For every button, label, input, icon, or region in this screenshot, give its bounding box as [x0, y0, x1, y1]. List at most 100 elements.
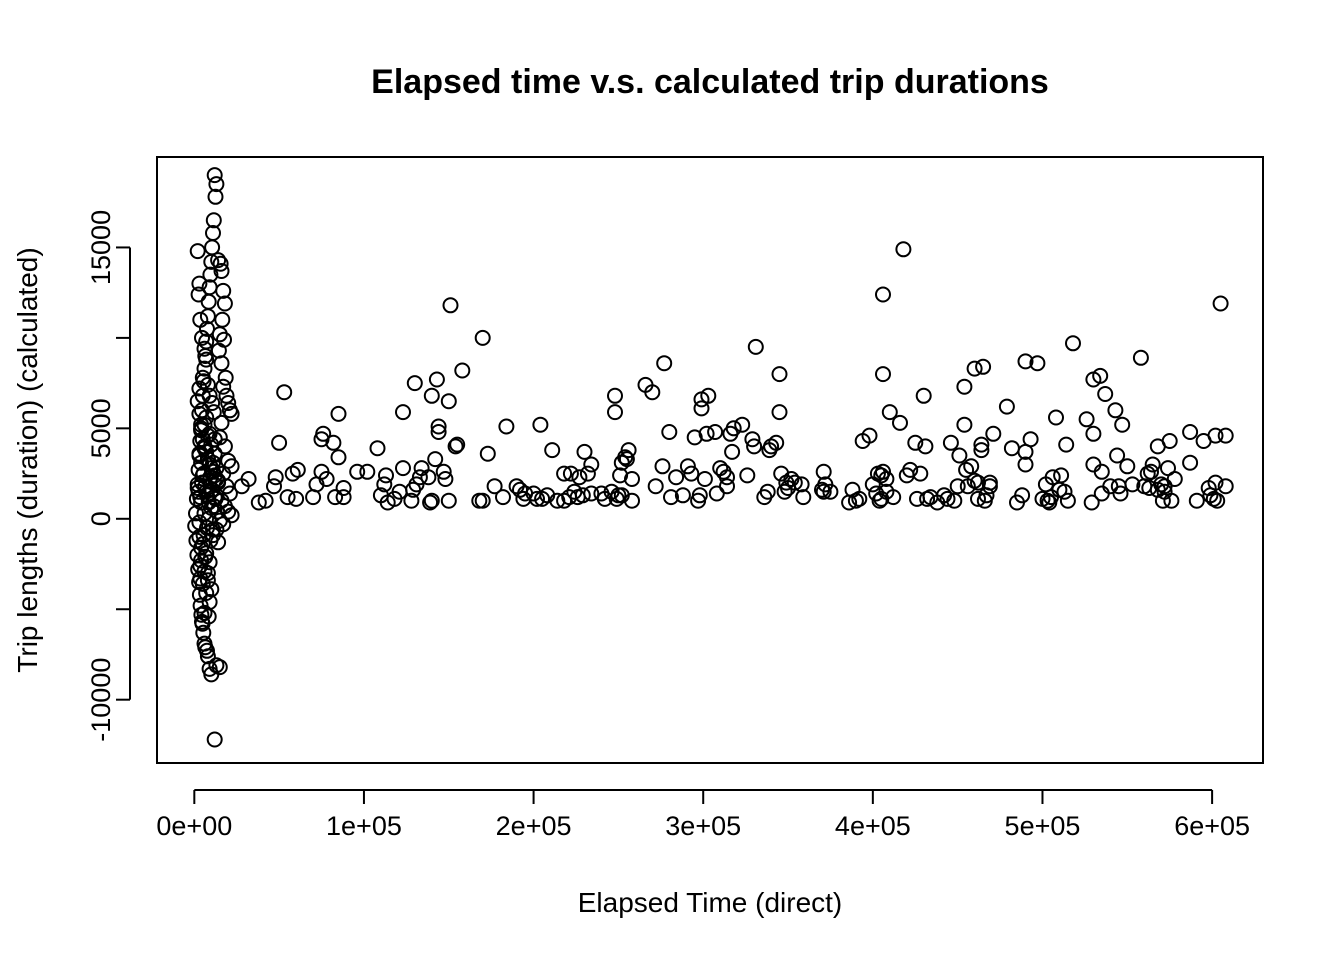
data-point [203, 436, 220, 453]
data-point [951, 447, 968, 464]
data-point [199, 572, 216, 589]
data-point [719, 478, 735, 495]
data-point [624, 492, 640, 509]
data-point [267, 469, 284, 486]
data-point [196, 563, 213, 580]
y-tick-label: 0 [86, 511, 116, 526]
data-point [422, 494, 439, 511]
x-tick-label: 1e+05 [326, 811, 402, 841]
data-point [562, 465, 579, 482]
data-point [1022, 431, 1039, 448]
x-tick-label: 2e+05 [496, 811, 572, 841]
data-point [447, 438, 464, 455]
data-point [330, 449, 347, 466]
data-point [1188, 492, 1205, 509]
data-point [1059, 492, 1076, 509]
data-point [771, 404, 788, 421]
data-point [189, 243, 206, 260]
x-axis-label: Elapsed Time (direct) [578, 887, 843, 918]
y-tick-label: -10000 [86, 658, 116, 742]
data-point [875, 463, 891, 480]
data-point [430, 418, 447, 435]
data-point [576, 443, 593, 460]
data-point [428, 371, 445, 388]
data-point [266, 478, 282, 495]
data-point [423, 492, 440, 509]
data-point [1053, 467, 1070, 484]
data-point [902, 461, 919, 478]
data-point [198, 351, 215, 368]
data-point [963, 458, 980, 475]
data-point [220, 395, 237, 411]
data-point [654, 458, 671, 475]
data-point [1097, 386, 1114, 402]
data-point [403, 492, 420, 509]
data-point [583, 485, 600, 502]
data-point [215, 378, 232, 395]
y-tick-label: 5000 [86, 398, 116, 458]
data-point [508, 478, 525, 495]
data-point [1014, 487, 1031, 504]
data-point [1085, 425, 1102, 442]
data-point [939, 490, 956, 507]
data-point [203, 581, 220, 598]
data-point [579, 465, 596, 482]
data-point [442, 297, 459, 314]
data-point [851, 490, 868, 507]
data-point [544, 442, 561, 459]
data-point [471, 492, 488, 509]
data-point [330, 405, 347, 422]
data-point [203, 253, 220, 270]
data-point [942, 434, 959, 451]
data-point [875, 366, 891, 383]
data-point [206, 731, 223, 748]
data-point [1207, 474, 1224, 491]
data-point [214, 311, 231, 328]
x-axis: 0e+00 1e+05 2e+05 3e+05 4e+05 5e+05 6e+05 [156, 789, 1250, 841]
data-point [973, 436, 990, 453]
data-point [1166, 471, 1183, 487]
data-point [786, 474, 803, 491]
data-point [349, 463, 366, 480]
data-point [946, 492, 963, 509]
data-point [861, 427, 878, 444]
data-point [966, 360, 983, 377]
data-point [190, 286, 207, 303]
data-point [739, 467, 756, 484]
data-point [1093, 485, 1110, 502]
data-point [1144, 456, 1161, 473]
data-point [211, 659, 228, 676]
data-point [875, 286, 891, 303]
plot-frame [156, 156, 1264, 764]
data-point [1058, 436, 1075, 453]
data-point [199, 308, 216, 325]
data-point [878, 471, 895, 487]
data-point [624, 471, 640, 487]
data-point [734, 416, 751, 433]
data-point [440, 492, 457, 509]
data-point [205, 521, 221, 538]
x-tick-label: 5e+05 [1005, 811, 1081, 841]
data-point [607, 404, 623, 421]
data-point [746, 438, 763, 455]
data-point [498, 418, 515, 435]
data-point [532, 416, 549, 433]
data-point [1182, 454, 1199, 471]
data-point [895, 241, 912, 258]
data-point [1107, 402, 1124, 419]
data-point [194, 536, 211, 553]
data-point [975, 358, 992, 375]
data-point [1132, 349, 1149, 366]
data-point [208, 176, 225, 193]
data-point [196, 604, 213, 621]
y-tick-label: 15000 [86, 210, 116, 285]
data-point [696, 471, 713, 487]
data-point [970, 490, 986, 507]
data-point [1056, 483, 1073, 500]
data-point [868, 485, 885, 502]
data-point [420, 469, 437, 486]
data-point [1207, 427, 1224, 444]
data-point [207, 490, 224, 507]
data-point [199, 642, 215, 659]
data-point [1083, 494, 1100, 511]
